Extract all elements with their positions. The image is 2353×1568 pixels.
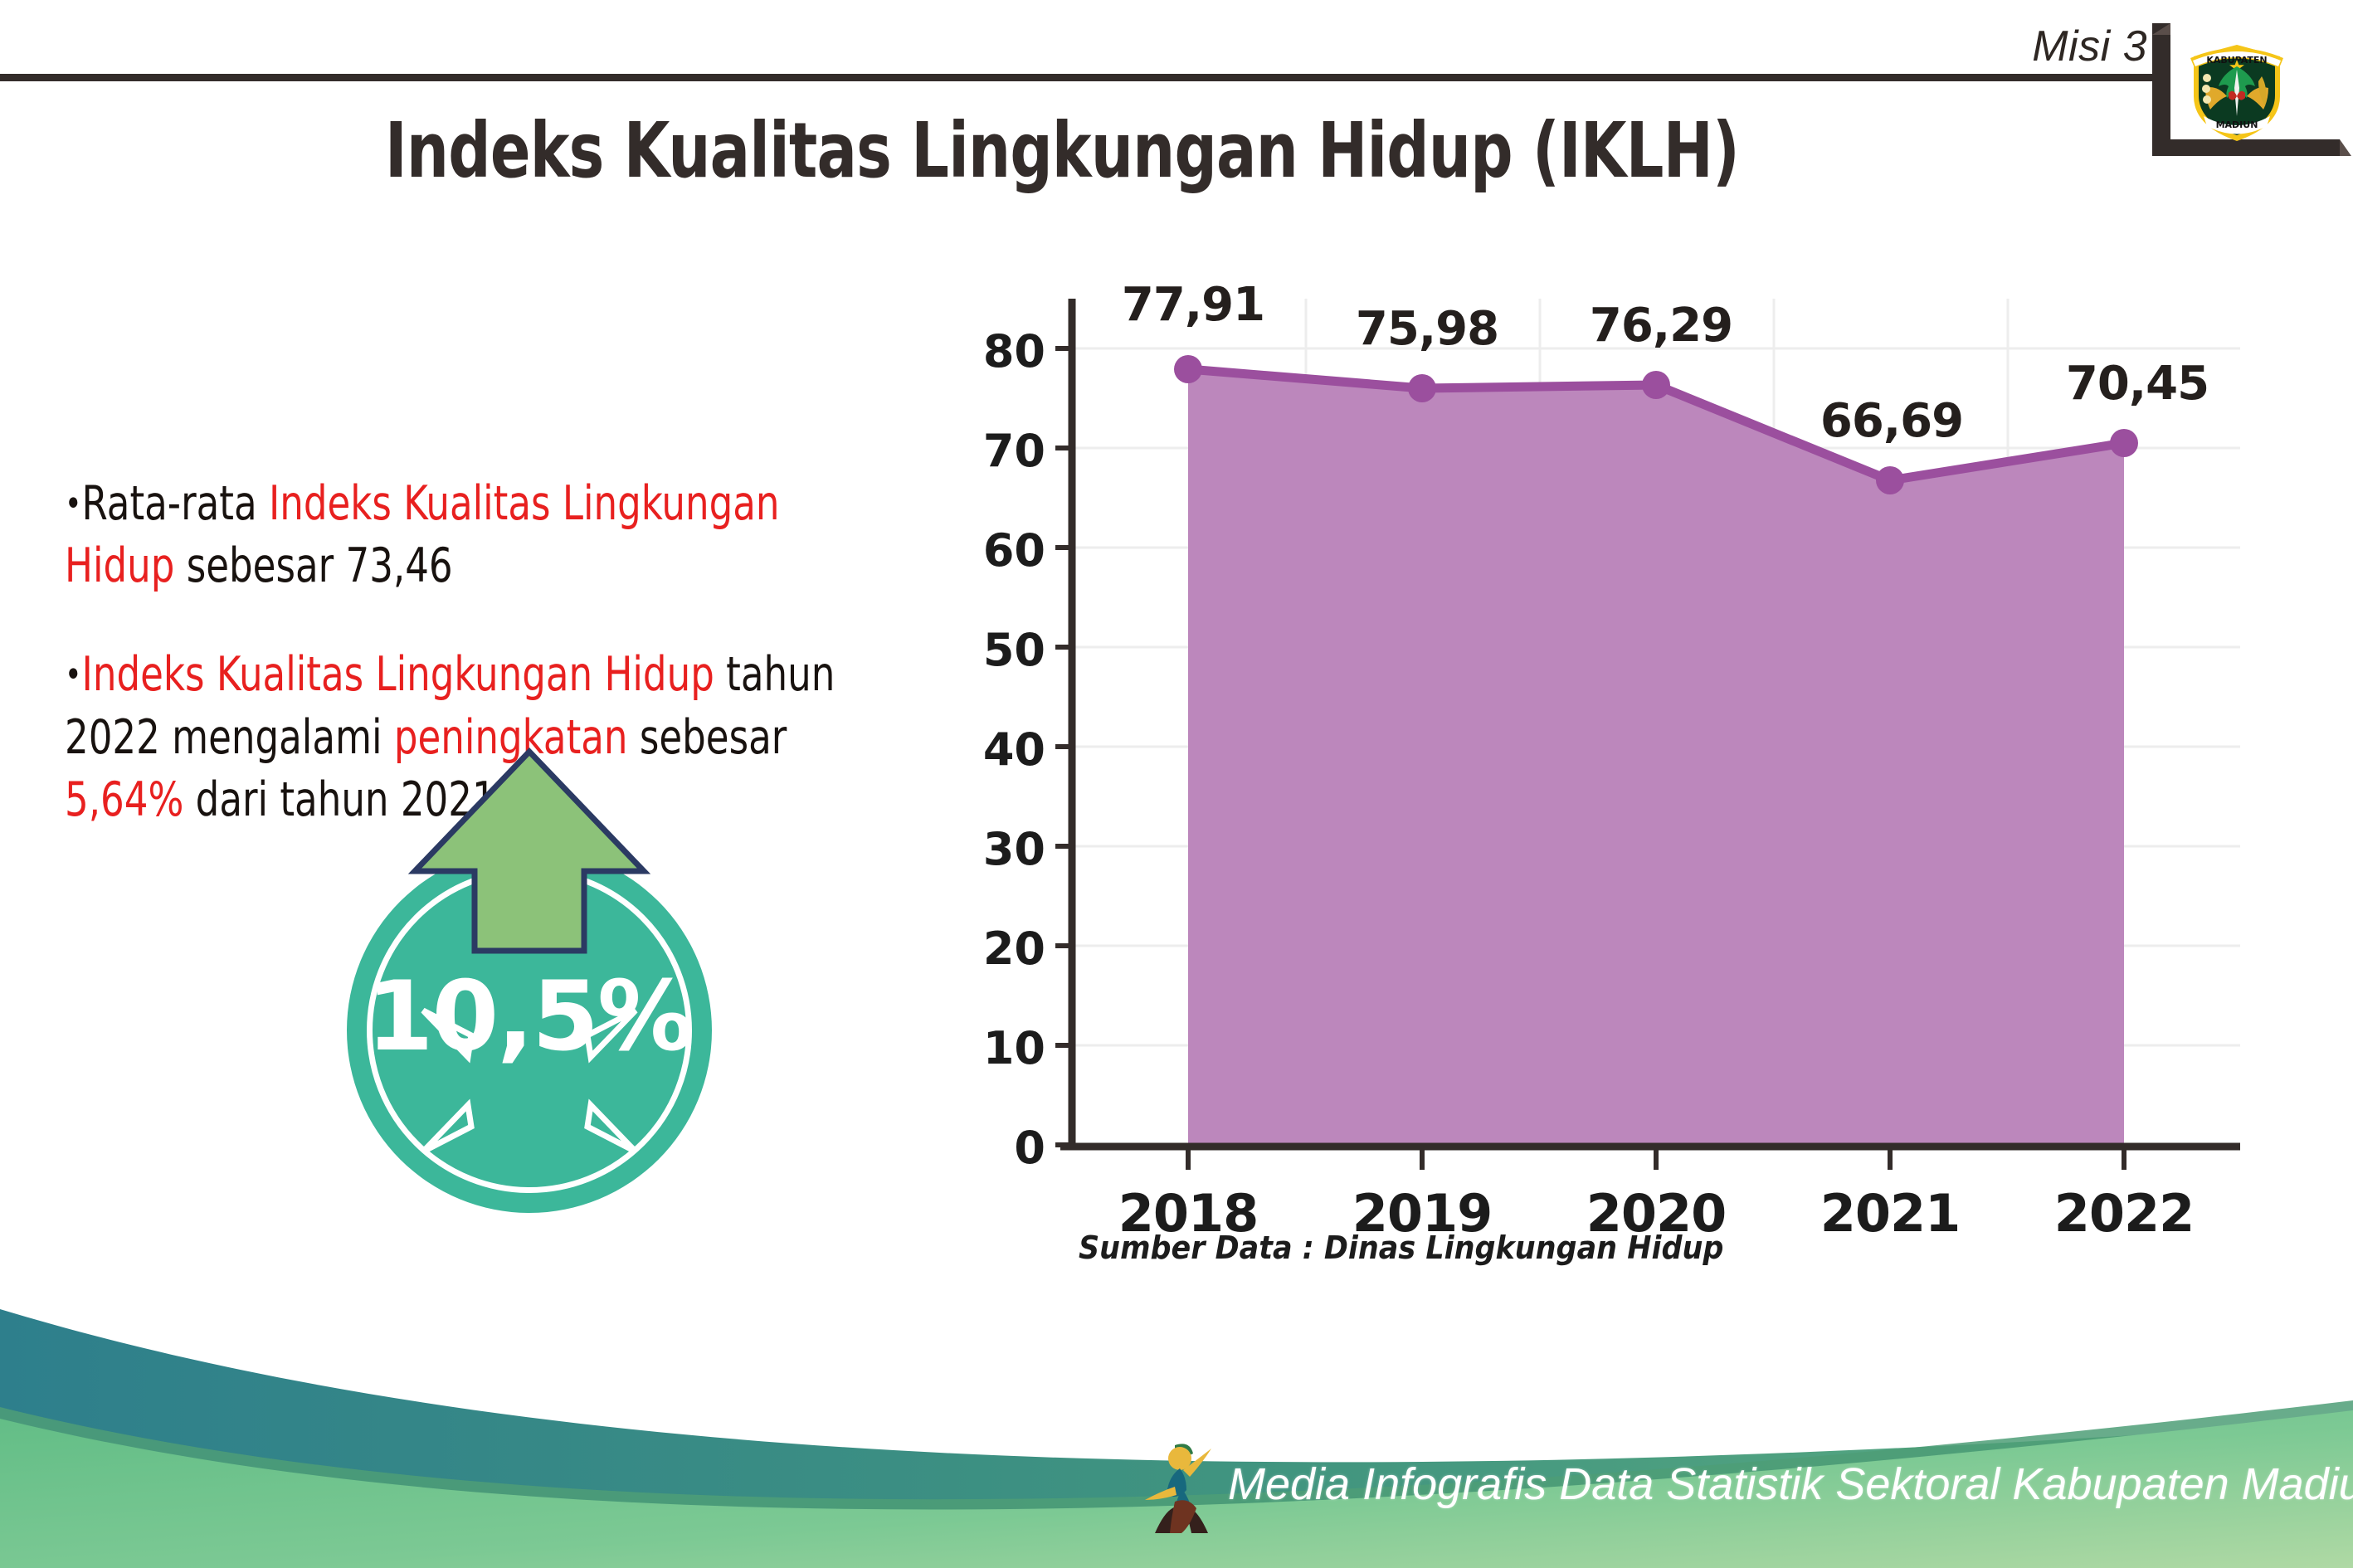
footer-wave-band	[0, 1294, 2353, 1568]
y-tick-label-50: 50	[982, 624, 1045, 676]
bullet-0-segment-1: Indeks Kualitas Lingkungan Hidup	[65, 476, 780, 594]
footer-wave-front	[0, 1410, 2353, 1568]
svg-text:MADIUN: MADIUN	[2216, 119, 2258, 130]
bullet-marker-icon: •	[65, 483, 82, 525]
y-tick-label-10: 10	[982, 1022, 1045, 1074]
bullet-list: •Rata-rata Indeks Kualitas Lingkungan Hi…	[65, 473, 944, 878]
x-tick-label-2021: 2021	[1820, 1183, 1961, 1244]
y-tick-label-70: 70	[982, 425, 1045, 477]
data-label-2022: 70,45	[2065, 357, 2209, 411]
bullet-1-segment-0: Indeks Kualitas Lingkungan Hidup	[81, 647, 714, 703]
bullet-1-segment-5: dari tahun 2021	[183, 772, 496, 827]
chart-area-fill	[1188, 369, 2124, 1145]
y-tick-label-40: 40	[982, 723, 1045, 776]
y-tick-label-80: 80	[982, 325, 1045, 377]
bullet-1-segment-1: tahun 2022 mengalami	[65, 647, 835, 765]
iklh-area-chart: 0 10 20 30 40 50 60 70 80 2018 2019 2020…	[954, 278, 2282, 1244]
bullet-1-segment-2: peningkatan	[393, 709, 628, 765]
bullet-0-segment-0: Rata-rata	[81, 476, 269, 531]
y-tick-label-60: 60	[982, 524, 1045, 577]
arrow-up-icon	[407, 747, 651, 954]
data-label-2018: 77,91	[1121, 278, 1265, 332]
data-label-2019: 75,98	[1355, 302, 1499, 356]
x-tick-label-2022: 2022	[2053, 1183, 2195, 1244]
bullet-0-segment-2: sebesar 73,46	[174, 538, 453, 594]
bullet-item-average: •Rata-rata Indeks Kualitas Lingkungan Hi…	[65, 473, 839, 597]
logo-bracket-frame: KABUPATEN MADIUN	[2152, 23, 2351, 156]
header-divider-rule	[0, 74, 2152, 81]
bracket-vertical-bar	[2152, 23, 2170, 156]
bracket-horizontal-bar	[2152, 139, 2351, 156]
badge-tick-markers	[421, 1007, 638, 1155]
page-title: Indeks Kualitas Lingkungan Hidup (IKLH)	[385, 106, 1740, 195]
bullet-item-increase: •Indeks Kualitas Lingkungan Hidup tahun …	[65, 644, 839, 831]
y-tick-label-20: 20	[982, 923, 1045, 975]
y-tick-label-0: 0	[1014, 1122, 1045, 1174]
badge-percent-value: 10,5%	[366, 961, 694, 1073]
dancer-figure-icon	[1145, 1444, 1211, 1533]
x-tick-label-2019: 2019	[1352, 1183, 1493, 1244]
chart-source-note: Sumber Data : Dinas Lingkungan Hidup	[1079, 1230, 1724, 1266]
chart-x-ticks	[1186, 1147, 2126, 1170]
footer-waves-svg	[0, 1309, 2353, 1568]
data-label-2021: 66,69	[1820, 394, 1964, 448]
bullet-1-segment-3: sebesar	[627, 709, 787, 765]
chart-y-ticks	[1055, 346, 1072, 1147]
chart-data-markers	[1174, 355, 2138, 494]
x-tick-label-2018: 2018	[1118, 1183, 1259, 1244]
chart-plot-svg	[1055, 299, 2240, 1170]
increase-badge: 10,5%	[330, 747, 762, 1213]
bullet-marker-icon: •	[65, 654, 82, 697]
bullet-1-segment-4: 5,64%	[65, 772, 184, 827]
data-label-2020: 76,29	[1589, 299, 1733, 353]
footer-caption: Media Infografis Data Statistik Sektoral…	[1228, 1459, 2353, 1509]
y-tick-label-30: 30	[982, 823, 1045, 875]
misi-label: Misi 3	[2032, 22, 2147, 71]
kabupaten-madiun-logo-icon: KABUPATEN MADIUN	[2190, 45, 2283, 141]
x-tick-label-2020: 2020	[1586, 1183, 1727, 1244]
